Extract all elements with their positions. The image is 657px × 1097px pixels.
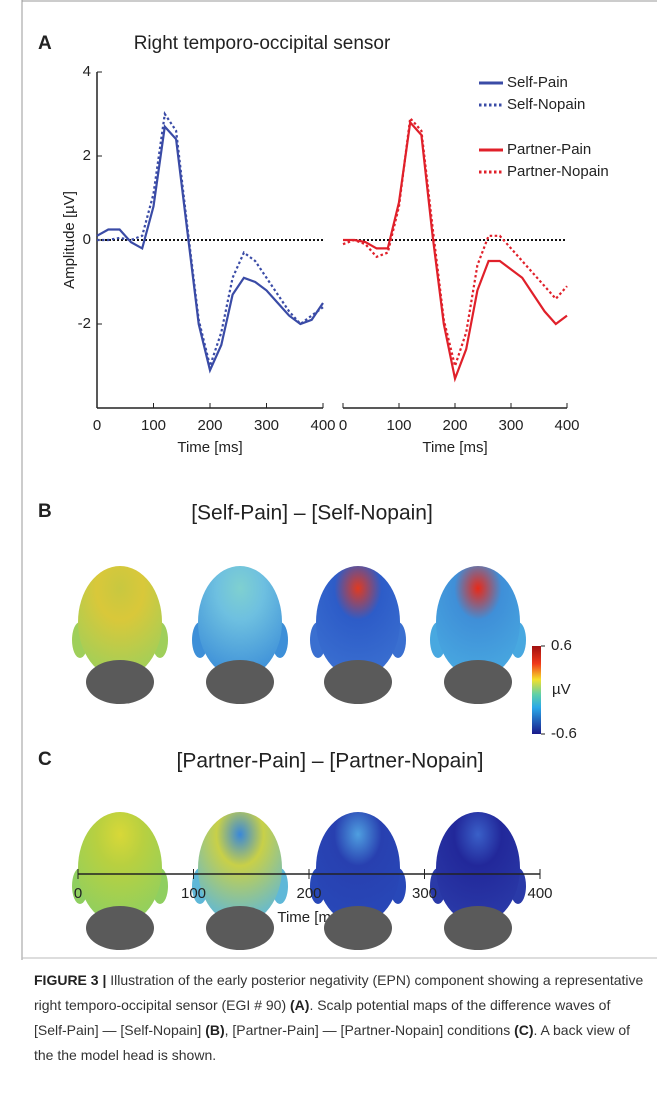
x-tick-label: 0 <box>74 885 82 902</box>
head-neck <box>206 906 274 950</box>
head-map <box>436 812 520 924</box>
data-line <box>342 115 568 370</box>
x-tick-label: 400 <box>527 885 552 902</box>
head-map <box>198 566 282 678</box>
y-tick-label: 2 <box>83 147 91 164</box>
map-title: [Self-Pain] – [Self-Nopain] <box>191 502 433 525</box>
x-axis-label: Time [ms] <box>422 439 487 456</box>
y-tick-label: 0 <box>83 231 91 248</box>
data-line <box>96 124 324 374</box>
x-tick-label: 400 <box>554 417 579 434</box>
x-tick-label: 100 <box>141 417 166 434</box>
head-neck <box>86 660 154 704</box>
panel-label: B <box>38 501 52 522</box>
map-title: [Partner-Pain] – [Partner-Nopain] <box>177 750 484 773</box>
caption-text: (A) <box>290 997 310 1013</box>
caption-text: , [Partner-Pain] — [Partner-Nopain] cond… <box>224 1022 515 1038</box>
caption-text: (B) <box>205 1022 225 1038</box>
head-map <box>78 566 162 678</box>
y-tick-label: -2 <box>78 315 91 332</box>
head-neck <box>324 660 392 704</box>
head-map <box>316 812 400 924</box>
legend-label: Partner-Nopain <box>507 163 609 180</box>
x-tick-label: 300 <box>498 417 523 434</box>
data-line <box>343 119 568 383</box>
colorbar-tick-label: 0.6 <box>551 637 572 654</box>
colorbar <box>532 646 541 734</box>
x-tick-label: 200 <box>442 417 467 434</box>
caption-text: Illustration of the early posterior nega… <box>34 972 644 1013</box>
figure: A B C Right temporo-occipital sensor Amp… <box>21 0 657 960</box>
head-map <box>198 812 282 924</box>
y-tick-label: 4 <box>83 63 91 80</box>
x-tick-label: 200 <box>296 885 321 902</box>
head-map <box>316 566 400 678</box>
x-tick-label: 0 <box>339 417 347 434</box>
x-tick-label: 100 <box>181 885 206 902</box>
head-map <box>78 812 162 924</box>
head-neck <box>324 906 392 950</box>
data-line <box>97 111 324 370</box>
x-tick-label: 0 <box>93 417 101 434</box>
caption-text: . A back view of the the model head is s… <box>34 1022 631 1063</box>
x-axis-label: Time [ms] <box>177 439 242 456</box>
x-tick-label: 300 <box>254 417 279 434</box>
panel-label: C <box>38 749 52 770</box>
head-neck <box>444 906 512 950</box>
chart-title: Right temporo-occipital sensor <box>134 33 391 54</box>
legend-label: Self-Pain <box>507 74 568 91</box>
x-tick-label: 400 <box>310 417 335 434</box>
head-neck <box>444 660 512 704</box>
head-neck <box>206 660 274 704</box>
caption: FIGURE 3 | Illustration of the early pos… <box>34 968 646 1068</box>
caption-label: FIGURE 3 | <box>34 972 107 988</box>
x-tick-label: 300 <box>412 885 437 902</box>
head-neck <box>86 906 154 950</box>
legend-label: Partner-Pain <box>507 141 591 158</box>
x-tick-label: 200 <box>197 417 222 434</box>
colorbar-tick-label: -0.6 <box>551 725 577 742</box>
caption-text: (C) <box>514 1022 534 1038</box>
legend-label: Self-Nopain <box>507 96 585 113</box>
caption-text: . Scalp potential maps of the difference… <box>34 997 611 1038</box>
y-axis-label: Amplitude [µV] <box>61 191 78 289</box>
panel-label: A <box>38 33 52 54</box>
head-map <box>436 566 520 678</box>
x-tick-label: 100 <box>386 417 411 434</box>
colorbar-label: µV <box>552 681 571 698</box>
